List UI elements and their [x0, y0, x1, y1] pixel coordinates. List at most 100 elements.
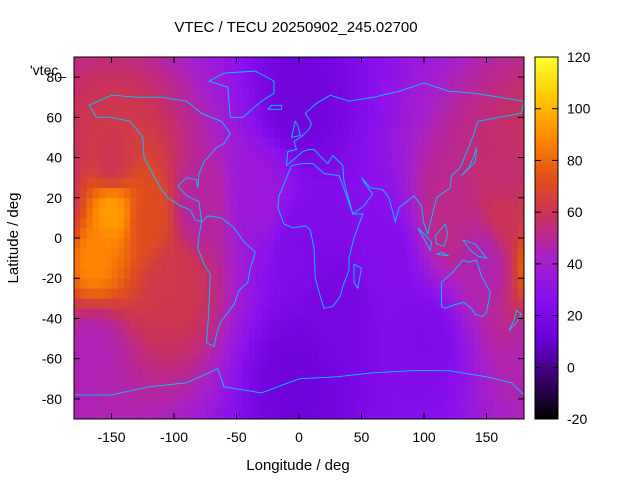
- heatmap-cell: [324, 177, 331, 189]
- heatmap-cell: [136, 77, 144, 88]
- heatmap-cell: [324, 378, 331, 390]
- coastline: [417, 227, 432, 252]
- heatmap-cell: [224, 328, 231, 339]
- heatmap-cell: [80, 167, 87, 179]
- heatmap-cell: [442, 238, 450, 249]
- colorbar: [534, 56, 559, 420]
- heatmap-cell: [436, 258, 444, 269]
- heatmap-cell: [367, 368, 375, 380]
- heatmap-cell: [374, 358, 381, 370]
- heatmap-cell: [74, 278, 81, 289]
- heatmap-cell: [505, 137, 512, 148]
- heatmap-cell: [236, 368, 244, 380]
- x-tick-label: -100: [160, 429, 188, 445]
- heatmap-cell: [349, 217, 356, 229]
- heatmap-cell: [474, 318, 481, 329]
- heatmap-cell: [92, 137, 100, 148]
- y-tick-label: 40: [46, 150, 62, 166]
- heatmap-cell: [274, 288, 281, 299]
- heatmap-cell: [455, 318, 462, 329]
- heatmap-cell: [474, 137, 481, 148]
- heatmap-cell: [430, 137, 437, 148]
- heatmap-cell: [436, 197, 444, 209]
- heatmap-cell: [499, 358, 506, 370]
- heatmap-cell: [92, 147, 100, 158]
- heatmap-cell: [499, 117, 506, 128]
- heatmap-cell: [311, 408, 319, 420]
- heatmap-cell: [274, 258, 281, 269]
- heatmap-cell: [236, 137, 244, 148]
- heatmap-cell: [330, 177, 337, 189]
- heatmap-cell: [417, 97, 425, 108]
- heatmap-cell: [392, 408, 400, 420]
- heatmap-cell: [499, 408, 506, 420]
- heatmap-cell: [242, 147, 250, 158]
- heatmap-cell: [486, 67, 494, 78]
- heatmap-cell: [261, 398, 269, 410]
- heatmap-cell: [286, 97, 294, 108]
- heatmap-cell: [517, 358, 525, 370]
- heatmap-cell: [211, 207, 219, 219]
- heatmap-cell: [392, 187, 400, 199]
- heatmap-cell: [480, 217, 487, 229]
- heatmap-cell: [349, 117, 356, 128]
- heatmap-cell: [111, 248, 119, 259]
- heatmap-cell: [324, 127, 331, 138]
- heatmap-cell: [186, 278, 194, 289]
- heatmap-cell: [361, 87, 369, 98]
- heatmap-cell: [386, 408, 394, 420]
- heatmap-cell: [261, 137, 269, 148]
- heatmap-cell: [349, 308, 356, 319]
- heatmap-cell: [174, 217, 181, 229]
- heatmap-cell: [105, 368, 112, 380]
- heatmap-cell: [261, 77, 269, 88]
- heatmap-cell: [92, 268, 100, 279]
- heatmap-cell: [499, 147, 506, 158]
- heatmap-cell: [105, 137, 112, 148]
- heatmap-cell: [186, 298, 194, 309]
- heatmap-cell: [130, 388, 137, 400]
- heatmap-cell: [280, 137, 287, 148]
- heatmap-cell: [267, 187, 275, 199]
- heatmap-cell: [361, 298, 369, 309]
- heatmap-cell: [261, 248, 269, 259]
- heatmap-cell: [217, 77, 225, 88]
- heatmap-cell: [355, 127, 362, 138]
- heatmap-cell: [130, 97, 137, 108]
- heatmap-cell: [480, 157, 487, 169]
- heatmap-cell: [261, 328, 269, 339]
- heatmap-cell: [336, 258, 344, 269]
- heatmap-cell: [442, 268, 450, 279]
- heatmap-cell: [505, 408, 512, 420]
- heatmap-cell: [336, 147, 344, 158]
- heatmap-cell: [167, 177, 175, 189]
- heatmap-cell: [511, 408, 519, 420]
- heatmap-cell: [405, 378, 412, 390]
- heatmap-cell: [136, 67, 144, 78]
- heatmap-cell: [174, 348, 181, 360]
- heatmap-cell: [442, 398, 450, 410]
- coastline: [353, 263, 363, 290]
- heatmap-cell: [324, 268, 331, 279]
- heatmap-cell: [492, 378, 500, 390]
- heatmap-cell: [124, 328, 131, 339]
- heatmap-cell: [417, 177, 425, 189]
- heatmap-cell: [455, 177, 462, 189]
- heatmap-cell: [342, 338, 350, 350]
- heatmap-cell: [474, 298, 481, 309]
- heatmap-cell: [111, 157, 119, 169]
- heatmap-cell: [505, 398, 512, 410]
- heatmap-cell: [511, 368, 519, 380]
- heatmap-cell: [242, 107, 250, 118]
- heatmap-cell: [180, 57, 187, 68]
- heatmap-cell: [449, 127, 456, 138]
- heatmap-cell: [224, 388, 231, 400]
- heatmap-cell: [105, 177, 112, 189]
- heatmap-cell: [505, 288, 512, 299]
- heatmap-cell: [74, 368, 81, 380]
- heatmap-cell: [330, 248, 337, 259]
- heatmap-cell: [299, 408, 306, 420]
- heatmap-cell: [330, 318, 337, 329]
- heatmap-cell: [142, 258, 150, 269]
- heatmap-cell: [492, 298, 500, 309]
